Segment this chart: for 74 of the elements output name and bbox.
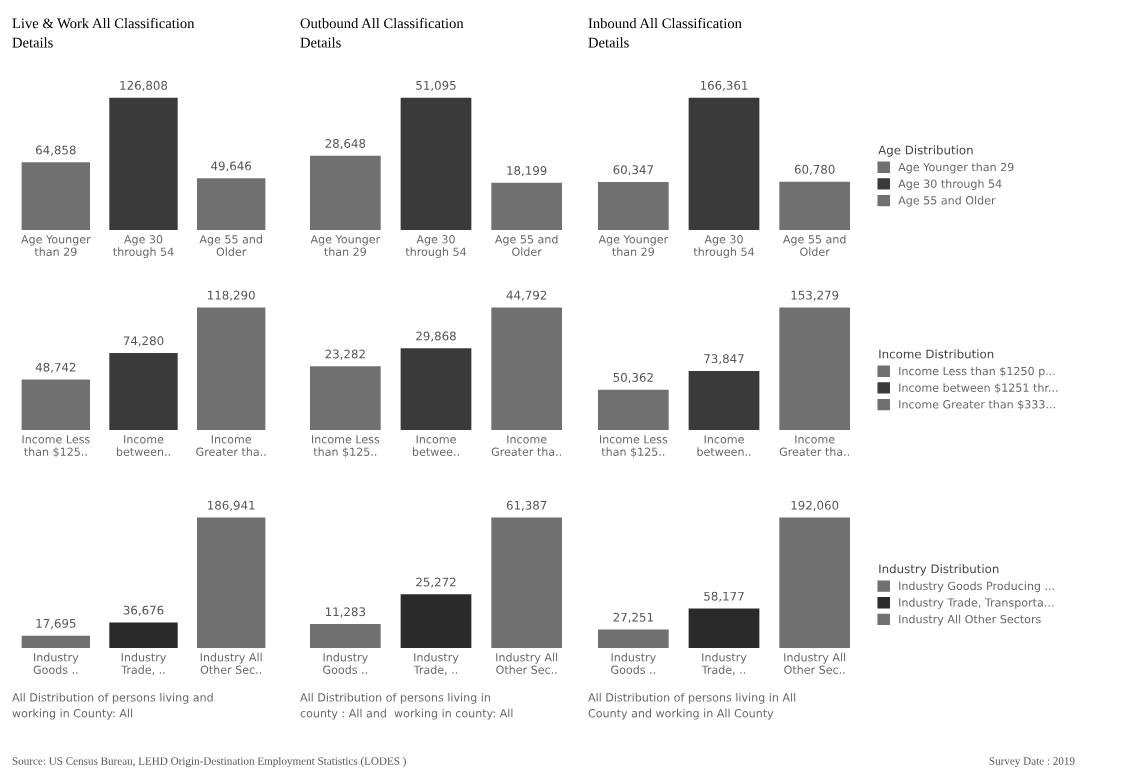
data-label: 51,095	[416, 80, 456, 92]
text: All Distribution of persons living and working in County: All	[12, 693, 213, 720]
data-label: 60,347	[613, 165, 653, 176]
data-label: 60,780	[794, 164, 835, 176]
data-label: 64,858	[36, 145, 76, 156]
legend-label: Income Less than $1250 p...	[899, 366, 1055, 378]
x-tick-label: Industry Trade, ..	[121, 652, 167, 676]
data-label: 48,742	[35, 362, 76, 373]
x-tick-label: Age 55 and Older	[199, 234, 262, 256]
x-tick-label: Industry Trade, ..	[701, 652, 747, 676]
data-label: 18,199	[507, 166, 547, 177]
x-tick-label: Age 30 through 54	[693, 235, 755, 259]
data-label: 17,695	[36, 618, 76, 630]
legend-title: Age Distribution	[878, 145, 973, 157]
x-tick-label: Age Younger than 29	[598, 235, 669, 256]
x-tick-label: Age Younger than 29	[21, 235, 91, 256]
data-label: 153,279	[791, 290, 839, 301]
legend-label: Age 30 through 54	[898, 179, 1002, 191]
data-label: 28,648	[325, 139, 366, 150]
text: All Distribution of persons living in All County and working in All County	[588, 693, 796, 720]
x-tick-label: Age 30 through 54	[113, 235, 174, 259]
x-tick-label: Income Greater tha..	[491, 435, 562, 456]
x-tick-label: Income Less than $125..	[22, 435, 90, 458]
data-label: 73,847	[704, 354, 744, 365]
data-label: 49,646	[211, 161, 252, 172]
x-tick-label: Industry All Other Sec..	[496, 652, 558, 674]
x-tick-label: Income Greater tha..	[196, 435, 266, 456]
data-label: 186,941	[208, 500, 255, 511]
legend-label: Age Younger than 29	[898, 162, 1014, 174]
x-tick-label: Industry All Other Sec..	[200, 652, 262, 674]
x-tick-label: Industry Trade, ..	[413, 652, 459, 676]
chart-title: Outbound All Classification Details	[300, 17, 464, 48]
legend-label: Industry Goods Producing ...	[899, 581, 1054, 593]
x-tick-label: Income Greater tha..	[779, 435, 850, 456]
legend-title: Income Distribution	[879, 349, 994, 359]
x-tick-label: Industry All Other Sec..	[784, 652, 846, 674]
data-label: 23,282	[325, 349, 365, 360]
data-label: 11,283	[325, 607, 366, 618]
data-label: 25,272	[416, 577, 456, 588]
x-tick-label: Income between..	[116, 435, 170, 456]
x-tick-label: Industry Goods ..	[611, 652, 656, 674]
x-tick-label: Age 55 and Older	[494, 234, 558, 256]
source-note: Source: US Census Bureau, LEHD Origin-Destination Employment Statistics (LODES )	[12, 756, 406, 768]
data-label: 61,387	[506, 500, 547, 511]
x-tick-label: Income Less than $125..	[600, 435, 668, 458]
data-label: 27,251	[613, 612, 653, 623]
data-label: 50,362	[613, 372, 653, 384]
text: All Distribution of persons living in county : All and working in county: All	[300, 693, 513, 720]
data-label: 44,792	[506, 290, 547, 301]
x-tick-label: Industry Goods ..	[33, 652, 79, 674]
legend-label: Income between $1251 thr...	[899, 383, 1058, 394]
x-tick-label: Age Younger than 29	[310, 235, 381, 256]
x-tick-label: Income betwee..	[412, 435, 459, 456]
data-label: 118,290	[208, 290, 255, 301]
chart-title: Live & Work All Classification Details	[12, 17, 195, 48]
legend-title: Industry Distribution	[879, 564, 999, 576]
legend-label: Industry Trade, Transporta...	[899, 598, 1054, 609]
data-label: 166,361	[700, 80, 748, 92]
data-label: 74,280	[123, 336, 164, 347]
data-label: 36,676	[123, 605, 164, 616]
x-tick-label: Income between..	[697, 435, 751, 456]
x-tick-label: Industry Goods ..	[323, 652, 368, 674]
text: Survey Date : 2019	[989, 757, 1075, 768]
data-label: 58,177	[704, 591, 744, 602]
x-tick-label: Age 55 and Older	[782, 234, 846, 256]
data-label: 29,868	[416, 331, 456, 342]
chart-title: Inbound All Classification Details	[588, 17, 742, 48]
x-tick-label: Age 30 through 54	[405, 235, 467, 259]
data-label: 126,808	[120, 80, 168, 92]
legend-label: Income Greater than $333...	[899, 399, 1055, 410]
legend-label: Industry All Other Sectors	[899, 614, 1041, 626]
data-label: 192,060	[791, 500, 839, 511]
x-tick-label: Income Less than $125..	[312, 435, 380, 458]
legend-label: Age 55 and Older	[898, 195, 996, 207]
